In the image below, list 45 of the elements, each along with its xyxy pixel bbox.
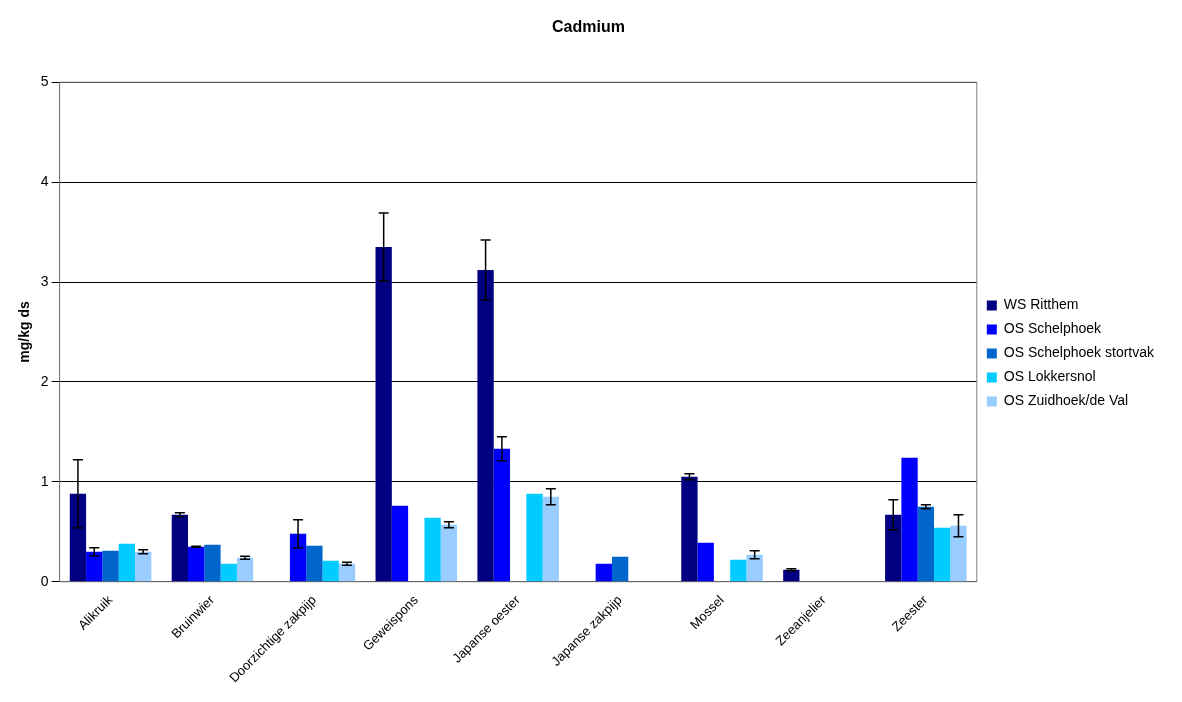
bar xyxy=(135,551,152,582)
bar xyxy=(681,476,698,582)
y-tick-label: 2 xyxy=(40,372,49,389)
bar xyxy=(542,496,559,582)
bar xyxy=(526,493,543,582)
bar xyxy=(102,550,119,582)
bar xyxy=(86,551,103,582)
legend-label: OS Lokkersnol xyxy=(1003,368,1096,385)
bar xyxy=(118,543,135,582)
bar xyxy=(424,517,441,582)
y-tick-label: 0 xyxy=(40,572,49,589)
bar xyxy=(611,556,629,582)
bar xyxy=(220,563,237,582)
bar xyxy=(188,546,205,582)
bar xyxy=(477,270,494,582)
bar xyxy=(885,514,902,582)
bar xyxy=(950,525,967,582)
bar xyxy=(306,545,323,582)
bar xyxy=(595,563,612,582)
bar xyxy=(934,527,951,582)
bar xyxy=(236,557,254,582)
bar xyxy=(171,514,188,582)
y-axis-title: mg/kg ds xyxy=(16,301,33,363)
bar xyxy=(440,524,458,582)
bar xyxy=(69,493,87,582)
bar xyxy=(697,542,714,582)
bar xyxy=(204,544,221,582)
bar xyxy=(493,448,511,582)
legend-label: OS Zuidhoek/de Val xyxy=(1003,392,1129,409)
bar xyxy=(746,554,763,582)
bar xyxy=(917,506,935,582)
bar xyxy=(730,559,747,582)
y-tick-label: 4 xyxy=(40,172,49,189)
bar xyxy=(289,533,307,582)
bar xyxy=(901,457,918,582)
chart-title: Cadmium xyxy=(552,18,625,36)
legend-label: OS Schelphoek stortvak xyxy=(1003,344,1155,361)
y-tick-label: 5 xyxy=(40,73,49,90)
y-tick-label: 1 xyxy=(40,472,49,489)
bar xyxy=(322,560,339,582)
bar xyxy=(375,247,392,582)
legend-label: WS Ritthem xyxy=(1003,296,1079,313)
y-tick-label: 3 xyxy=(40,272,49,289)
bar xyxy=(391,505,409,582)
legend-label: OS Schelphoek xyxy=(1003,320,1103,337)
